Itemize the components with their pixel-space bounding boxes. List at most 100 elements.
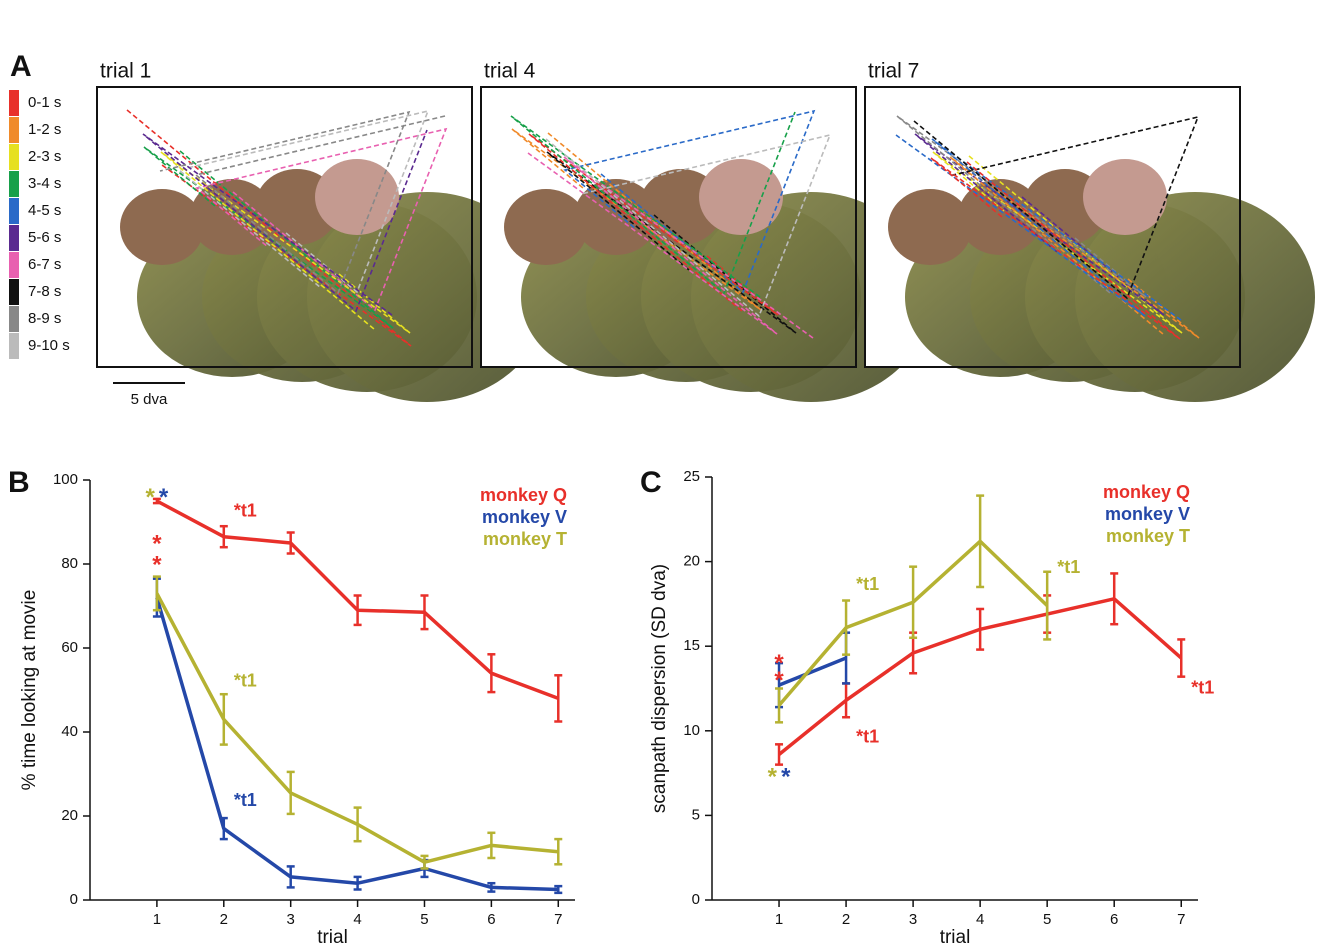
x-tick-label: 3 bbox=[287, 911, 295, 928]
monkey-face bbox=[315, 159, 399, 235]
legend-swatch bbox=[9, 117, 19, 143]
scanpath bbox=[126, 109, 412, 347]
x-tick-label: 6 bbox=[1110, 911, 1118, 928]
error-bar bbox=[1177, 638, 1186, 678]
trial-title: trial 7 bbox=[868, 60, 919, 83]
scanpath bbox=[160, 151, 411, 334]
error-bar bbox=[1110, 572, 1119, 626]
legend-swatch bbox=[9, 306, 19, 332]
y-tick-label: 80 bbox=[61, 555, 78, 572]
y-tick-label: 20 bbox=[683, 553, 700, 570]
x-tick-label: 5 bbox=[420, 911, 428, 928]
panel-label: A bbox=[10, 50, 32, 83]
legend-label: 2-3 s bbox=[28, 148, 61, 165]
annotation: *t1 bbox=[234, 500, 257, 520]
scanpath bbox=[511, 128, 762, 311]
error-bar bbox=[775, 687, 784, 724]
error-bar bbox=[554, 837, 563, 866]
y-tick-label: 100 bbox=[53, 471, 78, 488]
legend-label: monkey T bbox=[1106, 526, 1190, 546]
error-bar bbox=[842, 599, 851, 656]
legend-swatch bbox=[9, 333, 19, 359]
annotation: * bbox=[159, 484, 169, 511]
error-bar bbox=[353, 594, 362, 627]
y-tick-label: 25 bbox=[683, 468, 700, 485]
legend-label: 3-4 s bbox=[28, 175, 61, 192]
scanpath bbox=[195, 127, 448, 312]
error-bar bbox=[487, 881, 496, 893]
y-axis-label: % time looking at movie bbox=[19, 590, 40, 791]
legend-label: 4-5 s bbox=[28, 202, 61, 219]
series-line bbox=[778, 656, 847, 687]
y-tick-label: 0 bbox=[692, 891, 700, 908]
annotation: *t1 bbox=[234, 670, 257, 690]
legend-label: monkey Q bbox=[480, 485, 567, 505]
error-bar bbox=[219, 692, 228, 746]
legend-label: monkey V bbox=[482, 507, 567, 527]
scanpath bbox=[528, 133, 779, 316]
legend-swatch bbox=[9, 252, 19, 278]
scale-bar-label: 5 dva bbox=[131, 391, 168, 408]
error-bar bbox=[286, 531, 295, 555]
scanpath bbox=[177, 109, 430, 294]
panel-label: C bbox=[640, 466, 662, 499]
monkey-face bbox=[120, 189, 204, 265]
error-bar bbox=[353, 875, 362, 891]
y-tick-label: 0 bbox=[70, 891, 78, 908]
annotation: * bbox=[152, 551, 162, 578]
movie-frame bbox=[864, 86, 1241, 368]
error-bar bbox=[219, 524, 228, 549]
legend-label: 6-7 s bbox=[28, 256, 61, 273]
error-bar bbox=[286, 865, 295, 889]
scanpath bbox=[949, 156, 1200, 339]
annotation: *t1 bbox=[856, 726, 879, 746]
x-axis-label: trial bbox=[940, 927, 971, 948]
annotation: *t1 bbox=[1191, 677, 1214, 697]
scanpath bbox=[510, 111, 796, 298]
error-bar bbox=[976, 494, 985, 589]
y-axis-label: scanpath dispersion (SD dva) bbox=[649, 564, 670, 813]
scanpath bbox=[563, 109, 816, 294]
annotation: * bbox=[146, 484, 156, 511]
error-bar bbox=[976, 607, 985, 651]
monkey-face bbox=[504, 189, 588, 265]
annotation: *t1 bbox=[856, 574, 879, 594]
error-bar bbox=[909, 565, 918, 639]
error-bar bbox=[152, 575, 161, 612]
scanpath bbox=[895, 134, 1182, 321]
annotation: *t1 bbox=[1057, 557, 1080, 577]
error-bar bbox=[554, 674, 563, 723]
legend-swatch bbox=[9, 198, 19, 224]
panel-label: B bbox=[8, 466, 30, 499]
legend-swatch bbox=[9, 279, 19, 305]
x-tick-label: 2 bbox=[220, 911, 228, 928]
legend-swatch bbox=[9, 171, 19, 197]
legend-swatch bbox=[9, 90, 19, 116]
error-bar bbox=[487, 653, 496, 694]
annotation: * bbox=[781, 764, 791, 791]
monkey-face bbox=[1083, 159, 1167, 235]
y-tick-label: 5 bbox=[692, 806, 700, 823]
error-bar bbox=[353, 806, 362, 843]
error-bar bbox=[219, 816, 228, 841]
x-tick-label: 7 bbox=[554, 911, 562, 928]
legend-label: monkey T bbox=[483, 529, 567, 549]
error-bar bbox=[286, 770, 295, 816]
annotation: *t1 bbox=[234, 790, 257, 810]
scanpath bbox=[932, 151, 1183, 334]
x-tick-label: 4 bbox=[353, 911, 361, 928]
monkey-face bbox=[699, 159, 783, 235]
scanpath bbox=[930, 157, 1181, 340]
error-bar bbox=[487, 831, 496, 860]
monkey-face bbox=[958, 179, 1042, 255]
x-tick-label: 3 bbox=[909, 911, 917, 928]
annotation: * bbox=[774, 650, 784, 677]
trial-title: trial 4 bbox=[484, 60, 536, 83]
annotation: * bbox=[152, 530, 162, 557]
legend-label: monkey V bbox=[1105, 504, 1190, 524]
legend-label: 8-9 s bbox=[28, 310, 61, 327]
scanpath bbox=[545, 133, 832, 318]
y-tick-label: 60 bbox=[61, 639, 78, 656]
